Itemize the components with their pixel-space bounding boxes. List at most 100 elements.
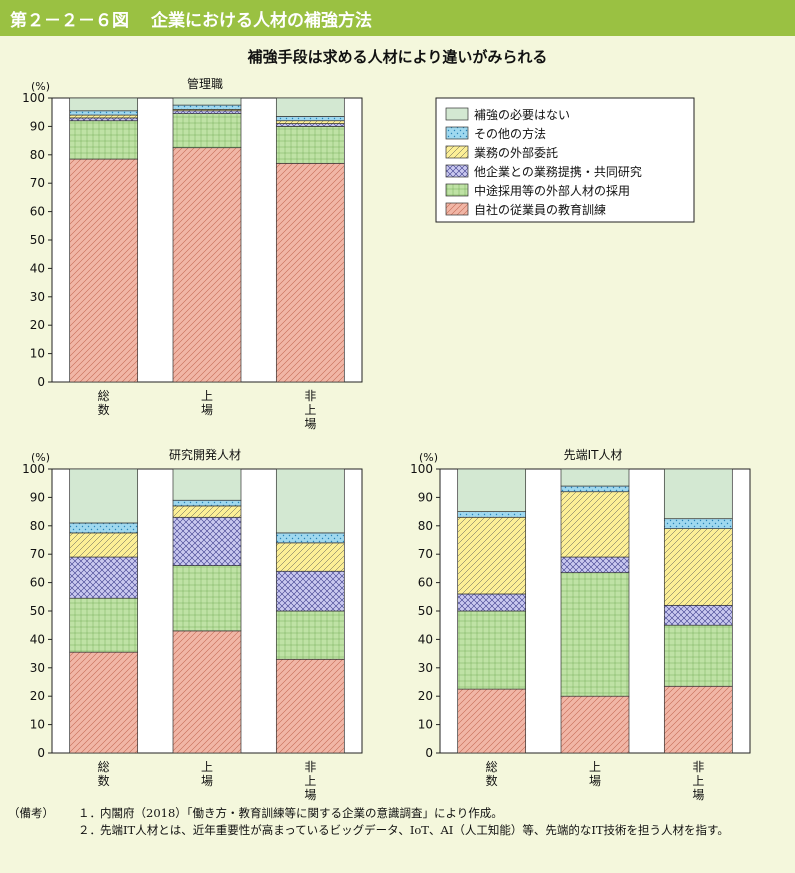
- y-tick-label: 70: [418, 547, 433, 561]
- legend-label-other: その他の方法: [474, 126, 546, 141]
- x-tick-label: 上: [692, 774, 704, 788]
- y-tick-label: 40: [30, 632, 45, 646]
- bar-segment-training: [276, 163, 344, 382]
- y-tick-label: 0: [425, 746, 433, 760]
- legend-label-alliance: 他企業との業務提携・共同研究: [474, 164, 642, 179]
- y-tick-label: 60: [418, 576, 433, 590]
- bar-segment-training: [173, 148, 241, 382]
- bar-segment-outsource: [664, 529, 732, 606]
- bar-segment-training: [70, 159, 138, 382]
- bar-segment-none: [276, 469, 344, 533]
- bar-segment-midcareer: [70, 121, 138, 159]
- y-tick-label: 30: [30, 290, 45, 304]
- notes-lead-spacer: [8, 822, 78, 839]
- legend-label-none: 補強の必要はない: [474, 108, 570, 122]
- x-tick-label: 上: [304, 774, 316, 788]
- x-tick-label: 上: [304, 403, 316, 417]
- bar-segment-midcareer: [664, 625, 732, 686]
- note-text: 内閣府（2018）「働き方・教育訓練等に関する企業の意識調査」により作成。: [100, 805, 788, 822]
- y-tick-label: 20: [418, 689, 433, 703]
- bar-segment-other: [458, 512, 526, 518]
- y-tick-label: 80: [30, 148, 45, 162]
- y-tick-label: 80: [418, 519, 433, 533]
- x-tick-label: 上: [589, 760, 601, 774]
- note-number: １．: [78, 805, 100, 822]
- note-row-2: ２． 先端IT人材とは、近年重要性が高まっているビッグデータ、IoT、AI（人工…: [8, 822, 788, 839]
- x-tick-label: 非: [692, 760, 704, 774]
- legend-swatch-outsource: [446, 146, 468, 158]
- bar-segment-alliance: [70, 557, 138, 598]
- x-tick-label: 場: [304, 788, 316, 802]
- x-tick-label: 総: [98, 389, 110, 403]
- bar-segment-training: [561, 696, 629, 753]
- legend-label-training: 自社の従業員の教育訓練: [474, 202, 606, 217]
- note-number: ２．: [78, 822, 100, 839]
- bar-segment-outsource: [276, 543, 344, 571]
- legend-swatch-none: [446, 108, 468, 120]
- y-tick-label: 80: [30, 519, 45, 533]
- x-tick-label: 総: [486, 760, 498, 774]
- y-tick-label: 30: [30, 661, 45, 675]
- y-tick-label: 100: [410, 462, 433, 476]
- y-tick-label: 10: [418, 718, 433, 732]
- bar-segment-other: [173, 105, 241, 109]
- x-tick-label: 数: [98, 402, 110, 417]
- bar-segment-training: [458, 689, 526, 753]
- y-tick-label: 20: [30, 318, 45, 332]
- notes-lead: （備考）: [8, 805, 78, 822]
- bar-segment-other: [276, 116, 344, 120]
- x-tick-label: 数: [486, 773, 498, 788]
- bar-segment-midcareer: [276, 611, 344, 659]
- x-tick-label: 上: [201, 389, 213, 403]
- bar-segment-outsource: [70, 533, 138, 557]
- bar-segment-alliance: [276, 124, 344, 127]
- bar-segment-outsource: [458, 517, 526, 594]
- y-tick-label: 90: [30, 119, 45, 133]
- y-tick-label: 20: [30, 689, 45, 703]
- x-tick-label: 場: [304, 417, 316, 431]
- x-tick-label: 場: [692, 788, 704, 802]
- chart-title: 先端IT人材: [564, 448, 623, 462]
- bar-segment-midcareer: [458, 611, 526, 689]
- bar-segment-alliance: [70, 118, 138, 121]
- bar-segment-training: [664, 686, 732, 753]
- legend-label-midcareer: 中途採用等の外部人材の採用: [474, 183, 630, 198]
- y-tick-label: 40: [30, 261, 45, 275]
- bar-segment-none: [561, 469, 629, 486]
- bar-segment-other: [276, 533, 344, 543]
- x-tick-label: 場: [589, 774, 601, 788]
- y-tick-label: 10: [30, 347, 45, 361]
- y-tick-label: 40: [418, 632, 433, 646]
- x-tick-label: 数: [98, 773, 110, 788]
- y-tick-label: 70: [30, 547, 45, 561]
- bar-segment-none: [173, 98, 241, 105]
- bar-segment-alliance: [561, 557, 629, 573]
- legend-swatch-training: [446, 203, 468, 215]
- bar-segment-other: [70, 523, 138, 533]
- bar-segment-midcareer: [70, 598, 138, 652]
- bar-segment-alliance: [458, 594, 526, 611]
- x-tick-label: 場: [201, 774, 213, 788]
- bar-segment-none: [173, 469, 241, 500]
- y-tick-label: 90: [418, 490, 433, 504]
- y-tick-label: 10: [30, 718, 45, 732]
- bar-segment-outsource: [561, 492, 629, 557]
- bar-segment-alliance: [276, 571, 344, 611]
- chart-title: 研究開発人材: [169, 447, 241, 462]
- bar-segment-other: [664, 519, 732, 529]
- bar-segment-midcareer: [173, 114, 241, 148]
- y-tick-label: 30: [418, 661, 433, 675]
- bar-segment-other: [70, 111, 138, 115]
- note-text: 先端IT人材とは、近年重要性が高まっているビッグデータ、IoT、AI（人工知能）…: [100, 822, 788, 839]
- bar-segment-training: [70, 652, 138, 753]
- bar-segment-alliance: [173, 517, 241, 565]
- bar-segment-midcareer: [276, 126, 344, 163]
- bar-segment-alliance: [173, 111, 241, 114]
- bar-segment-none: [458, 469, 526, 512]
- bar-segment-training: [276, 659, 344, 753]
- bar-segment-other: [561, 486, 629, 492]
- y-tick-label: 100: [22, 462, 45, 476]
- y-tick-label: 100: [22, 91, 45, 105]
